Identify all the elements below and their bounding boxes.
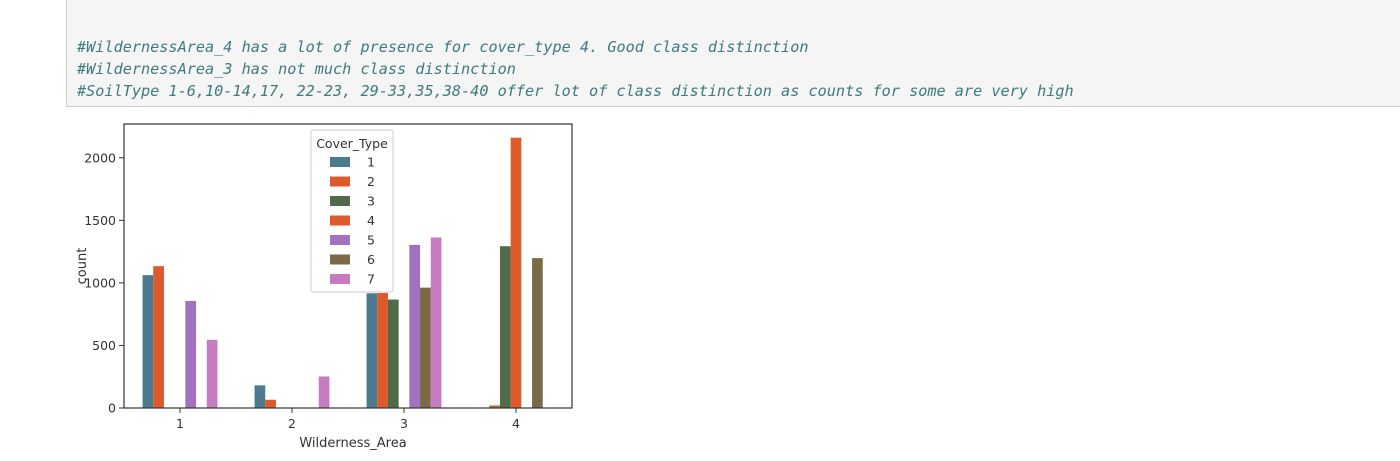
x-tick-label: 3 [400,416,408,431]
legend-label: 2 [367,174,375,189]
legend-label: 1 [367,155,375,170]
x-axis-label: Wilderness_Area [299,436,406,451]
bar-area3-type6 [420,287,431,408]
legend-label: 4 [367,213,375,228]
bar-area1-type1 [142,275,154,408]
bar-area3-type2 [377,293,388,408]
legend-swatch [330,196,350,206]
bar-area3-type3 [387,299,399,408]
bar-area4-type4 [510,137,522,408]
comment-line-1: #WildernessArea_4 has a lot of presence … [77,38,809,56]
plot-frame [123,123,573,409]
legend-label: 3 [367,194,375,209]
y-tick-label: 2000 [84,150,116,165]
bars-layer [142,137,543,408]
bar-area3-type1 [366,293,378,408]
x-tick-label: 1 [176,416,184,431]
x-axis: 1 2 3 4 [176,408,520,431]
y-tick-label: 500 [92,338,116,353]
legend-swatch [330,176,350,187]
x-tick-label: 2 [288,416,296,431]
x-tick-label: 4 [512,416,520,431]
legend-swatch [330,157,350,167]
y-axis: 0 500 1000 1500 2000 [84,150,124,416]
y-tick-label: 1500 [84,213,116,228]
bar-area1-type5 [185,300,197,408]
bar-area2-type1 [254,385,266,408]
bar-area3-type5 [409,244,421,408]
bar-area2-type2 [265,399,276,408]
bar-area3-type7 [430,237,442,408]
legend-swatch [330,254,350,265]
bar-chart: 0 500 1000 1500 2000 1 2 3 4 count Wilderness_A… [75,123,573,451]
legend: Cover_Type 1 2 3 4 5 6 7 [310,129,394,293]
legend-label: 7 [367,272,375,287]
bar-area4-type3 [499,246,511,408]
cell-output: 0 500 1000 1500 2000 1 2 3 4 count Wilderness_A… [0,108,1400,457]
legend-swatch [330,274,350,284]
y-tick-label: 1000 [84,275,116,290]
legend-title: Cover_Type [316,136,388,151]
legend-label: 6 [367,252,375,267]
bar-area1-type2 [153,266,164,408]
comment-line-3: #SoilType 1-6,10-14,17, 22-23, 29-33,35,… [77,82,1074,100]
bar-area4-type2 [489,405,500,408]
legend-box [310,129,394,293]
comment-line-2: #WildernessArea_3 has not much class dis… [77,60,516,78]
y-axis-label: count [75,248,90,285]
bar-area1-type7 [206,339,218,408]
code-cell[interactable]: #WildernessArea_4 has a lot of presence … [66,0,1400,107]
y-tick-label: 0 [108,401,116,416]
bar-area4-type6 [532,258,543,408]
legend-label: 5 [367,233,375,248]
legend-swatch [330,215,350,226]
legend-swatch [330,235,350,245]
bar-area2-type7 [318,376,330,408]
